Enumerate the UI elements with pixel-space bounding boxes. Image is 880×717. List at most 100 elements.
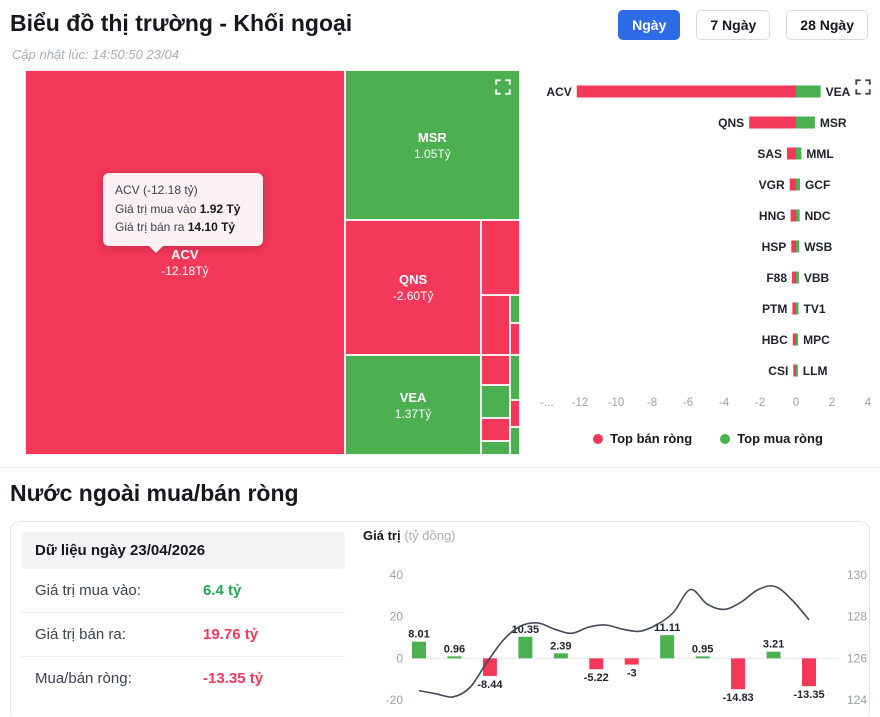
range-button-7-ngày[interactable]: 7 Ngày	[696, 10, 771, 40]
right-axis-tick: 124	[847, 693, 867, 707]
treemap-block[interactable]	[481, 295, 511, 356]
net-bar-label: -13.35	[793, 689, 824, 701]
buy-bar-msr[interactable]	[796, 116, 815, 129]
info-label: Giá trị bán ra:	[35, 626, 126, 643]
net-chart-title-row: Giá trị (tỷ đồng)	[359, 528, 869, 544]
treemap-block[interactable]	[510, 355, 520, 400]
treemap-block[interactable]	[481, 385, 511, 419]
treemap-ticker: MSR	[417, 129, 447, 145]
data-date-header: Dữ liệu ngày 23/04/2026	[21, 532, 345, 569]
x-axis-tick: -2	[755, 397, 765, 409]
net-bar[interactable]	[695, 656, 710, 659]
fullscreen-icon[interactable]	[854, 78, 872, 96]
net-bar-label: 0.95	[692, 643, 713, 655]
header: Biểu đồ thị trường - Khối ngoại Ngày 7 Ng…	[0, 0, 880, 40]
net-chart-panel: Giá trị (tỷ đồng) 40 20 0 -20 130 128 126 124 8.…	[355, 522, 869, 717]
treemap-tooltip: ACV (-12.18 tỷ) Giá trị mua vào 1.92 Tỷ …	[103, 173, 263, 253]
buy-bar-llm[interactable]	[796, 364, 798, 377]
buy-bar-vea[interactable]	[796, 85, 821, 98]
net-bar[interactable]	[660, 635, 675, 659]
treemap-block[interactable]	[510, 399, 520, 428]
treemap-block-qns[interactable]: QNS -2.60Tỷ	[344, 220, 482, 356]
treemap-block-acv[interactable]: ACV -12.18Tỷ	[25, 70, 345, 455]
treemap-block[interactable]	[481, 220, 520, 296]
ticker-label-msr: MSR	[820, 116, 847, 130]
ticker-label-tv1: TV1	[804, 302, 826, 316]
sell-bar-ptm[interactable]	[792, 302, 796, 315]
chart-legend: Top bán ròng Top mua ròng	[536, 431, 880, 446]
x-axis-tick: 0	[793, 397, 799, 409]
treemap-ticker: VEA	[399, 389, 427, 405]
tooltip-buy-value: 1.92 Tỷ	[199, 201, 241, 216]
x-axis-tick: -10	[608, 397, 625, 409]
buy-bar-vbb[interactable]	[796, 271, 799, 284]
treemap-block[interactable]	[481, 440, 511, 455]
tooltip-buy-label: Giá trị mua vào	[115, 201, 197, 216]
ticker-label-vgr: VGR	[759, 178, 785, 192]
buy-bar-ndc[interactable]	[796, 209, 800, 222]
expand-icon	[495, 79, 511, 95]
net-foreign-card: Dữ liệu ngày 23/04/2026 Giá trị mua vào:…	[10, 521, 870, 717]
tooltip-buy-line: Giá trị mua vào 1.92 Tỷ	[115, 200, 251, 219]
legend-item-sell[interactable]: Top bán ròng	[593, 431, 692, 446]
index-line	[418, 585, 810, 698]
ticker-label-qns: QNS	[718, 116, 744, 130]
legend-item-buy[interactable]: Top mua ròng	[720, 431, 823, 446]
range-button-ngày[interactable]: Ngày	[618, 10, 681, 40]
net-bar-label: -14.83	[722, 692, 753, 704]
x-axis-tick: -4	[719, 397, 730, 409]
info-label: Giá trị mua vào:	[35, 582, 141, 599]
sell-bar-hng[interactable]	[790, 209, 796, 222]
treemap-chart: ACV -12.18Tỷ MSR 1.05Tỷ QNS -2.60Tỷ VEA 1.37Tỷ …	[25, 70, 520, 455]
net-bar[interactable]	[766, 651, 781, 659]
buy-bar-mpc[interactable]	[796, 333, 799, 346]
ticker-label-llm: LLM	[803, 364, 828, 378]
treemap-block-msr[interactable]: MSR 1.05Tỷ	[344, 70, 520, 221]
treemap-value: -12.18Tỷ	[161, 264, 209, 278]
sell-bar-f88[interactable]	[792, 271, 796, 284]
sell-bar-qns[interactable]	[749, 116, 796, 129]
tooltip-sell-line: Giá trị bán ra 14.10 Tỷ	[115, 218, 251, 237]
x-axis-tick: -6	[683, 397, 693, 409]
net-bar[interactable]	[518, 636, 533, 659]
charts-row: ACV -12.18Tỷ MSR 1.05Tỷ QNS -2.60Tỷ VEA 1.37Tỷ …	[0, 70, 880, 455]
sell-bar-acv[interactable]	[576, 85, 796, 98]
ticker-label-hsp: HSP	[762, 240, 787, 254]
net-bar-label: 8.01	[408, 629, 429, 641]
sell-bar-csi[interactable]	[793, 364, 796, 377]
sell-bar-sas[interactable]	[787, 147, 796, 160]
treemap-block[interactable]	[481, 355, 511, 386]
ticker-label-vbb: VBB	[804, 271, 830, 285]
net-bar[interactable]	[553, 653, 568, 659]
right-axis-tick: 126	[847, 651, 867, 665]
buy-bar-wsb[interactable]	[796, 240, 800, 253]
fullscreen-icon[interactable]	[494, 78, 512, 96]
buy-bar-mml[interactable]	[796, 147, 802, 160]
x-axis-tick: 4	[865, 397, 872, 409]
sell-bar-vgr[interactable]	[789, 178, 796, 191]
treemap-value: 1.37Tỷ	[394, 406, 432, 421]
net-bar[interactable]	[447, 656, 462, 659]
net-bar[interactable]	[412, 641, 426, 659]
net-bar[interactable]	[731, 658, 746, 690]
right-axis-tick: 130	[847, 568, 867, 582]
treemap-block-vea[interactable]: VEA 1.37Tỷ	[344, 355, 482, 455]
treemap-block[interactable]	[510, 427, 520, 455]
buy-bar-gcf[interactable]	[796, 178, 800, 191]
net-bar[interactable]	[482, 658, 497, 676]
treemap-block[interactable]	[481, 418, 511, 441]
net-bar[interactable]	[802, 658, 816, 687]
diverging-bar-chart: ACV VEA QNS MSR SAS MML VGR GCF HNG NDC HSP WSB F88 V…	[540, 85, 872, 409]
net-bar-label: 2.39	[550, 640, 571, 652]
treemap-block[interactable]	[510, 295, 520, 324]
treemap-block[interactable]	[510, 323, 520, 356]
sell-bar-hbc[interactable]	[792, 333, 796, 346]
net-bar[interactable]	[624, 658, 639, 665]
range-button-28-ngày[interactable]: 28 Ngày	[786, 10, 868, 40]
ticker-label-gcf: GCF	[805, 178, 830, 192]
ticker-label-ptm: PTM	[762, 302, 787, 316]
buy-bar-tv1[interactable]	[796, 302, 799, 315]
net-bar[interactable]	[589, 658, 604, 670]
sell-bar-hsp[interactable]	[791, 240, 796, 253]
